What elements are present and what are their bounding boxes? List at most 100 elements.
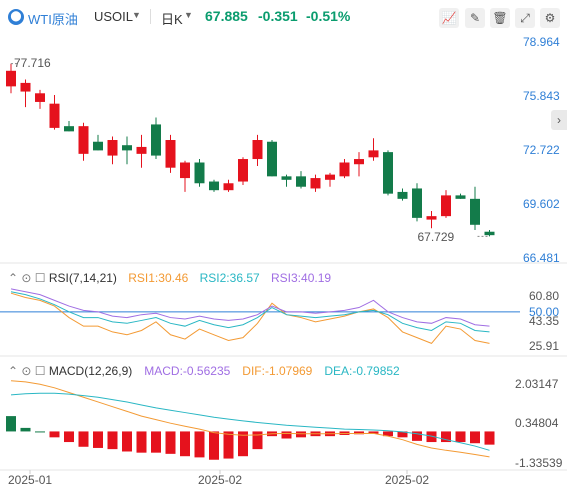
candle-body (397, 191, 408, 199)
candle-body (412, 188, 422, 218)
macd-axis-tick-label: 2.03147 (515, 376, 559, 391)
rsi-title: RSI(7,14,21) (48, 271, 117, 285)
macd-axis-tick-label: -1.33539 (515, 455, 563, 470)
macd-histogram-bar (426, 431, 437, 443)
candle-body (223, 183, 234, 191)
macd-histogram-bar (238, 431, 248, 457)
macd-histogram-bar (64, 431, 74, 443)
candle-body (35, 93, 45, 102)
macd-histogram-bar (484, 431, 495, 445)
symbol-selector[interactable]: USOIL (94, 9, 134, 24)
macd-histogram-bar (441, 431, 451, 443)
header-divider (150, 9, 151, 24)
low-marker-label: 67.729 (417, 230, 455, 245)
chevron-down-icon[interactable]: ▼ (132, 10, 141, 20)
rsi-series-rsi2 (10, 291, 490, 333)
price-axis-tick-label: 78.964 (523, 35, 560, 49)
candle-body (64, 126, 74, 132)
candle-body (339, 162, 350, 177)
macd-legend-item: MACD:-0.56235 (144, 364, 231, 378)
macd-histogram-bar (223, 431, 234, 459)
macd-histogram-bar (6, 416, 16, 432)
oil-logo-icon: ⬤ (8, 9, 24, 25)
collapse-icon[interactable]: ⌃ ⊙ ☐ (8, 364, 49, 378)
rsi-axis-tick-label: 25.91 (529, 339, 560, 354)
candle-body (441, 195, 451, 217)
settings-icon[interactable]: ⚙ (540, 8, 560, 28)
macd-histogram-bar (35, 431, 45, 433)
candle-body (107, 140, 118, 156)
macd-histogram-bar (383, 431, 393, 437)
macd-histogram-bar (281, 431, 292, 439)
macd-series-dif (10, 380, 490, 458)
candle-body (470, 198, 480, 225)
price-axis-tick-label: 69.602 (523, 196, 560, 211)
macd-histogram-bar (136, 431, 147, 453)
macd-histogram-bar (107, 431, 118, 450)
candle-body (20, 82, 31, 92)
candle-body (325, 174, 335, 180)
macd-histogram-bar (412, 431, 422, 441)
rsi-legend-item: RSI1:30.46 (124, 271, 189, 285)
collapse-icon[interactable]: ⌃ ⊙ ☐ (8, 271, 49, 285)
candle-body (194, 162, 205, 184)
candle-body (151, 124, 161, 156)
candle-body (426, 216, 437, 220)
chart-header: ⬤ WTI原油 USOIL ▼ 日K ▼ 67.885 -0.351 -0.51… (0, 0, 567, 34)
expand-icon[interactable]: ⤢ (515, 8, 535, 28)
x-axis-tick-label: 2025-02 (385, 473, 430, 487)
macd-histogram-bar (354, 431, 364, 435)
candle-body (78, 126, 89, 154)
candle-body (165, 140, 176, 168)
macd-histogram-bar (296, 431, 306, 438)
chart-line-icon[interactable]: 📈 (439, 8, 459, 28)
price-axis-tick-label: 75.843 (523, 89, 560, 103)
x-axis-tick-label: 2025-02 (198, 473, 243, 487)
macd-histogram-bar (194, 431, 205, 458)
rsi-axis-tick-label: 43.35 (529, 314, 560, 329)
candle-body (252, 140, 263, 160)
candle-body (383, 152, 393, 194)
rsi-axis-tick-label: 50.00 (529, 304, 560, 319)
instrument-name[interactable]: WTI原油 (28, 12, 78, 27)
candle-body (281, 176, 292, 180)
rsi-series-rsi3 (10, 288, 490, 327)
macd-histogram-bar (209, 431, 219, 460)
candle-body (354, 159, 364, 165)
macd-histogram-bar (180, 431, 190, 457)
price-change-pct: -0.51% (306, 8, 351, 24)
chevron-down-icon[interactable]: ▼ (184, 10, 193, 20)
macd-histogram-bar (49, 431, 60, 438)
trash-icon[interactable]: 🗑 (490, 8, 510, 28)
last-price: 67.885 (205, 8, 248, 24)
candle-body (209, 181, 219, 191)
period-selector[interactable]: 日K (161, 12, 183, 27)
macd-histogram-bar (151, 431, 161, 453)
chevron-right-icon[interactable]: › (551, 110, 567, 130)
candle-body (267, 141, 277, 177)
macd-header: ⌃ ⊙ ☐ MACD(12,26,9) MACD:-0.56235 DIF:-1.0… (8, 364, 400, 378)
macd-series-dea (10, 392, 490, 451)
candle-body (238, 159, 248, 182)
rsi-header: ⌃ ⊙ ☐ RSI(7,14,21) RSI1:30.46 RSI2:36.57… (8, 271, 331, 285)
draw-pen-icon[interactable]: ✎ (465, 8, 485, 28)
macd-histogram-bar (455, 431, 466, 443)
candle-body (180, 162, 190, 179)
rsi-series-rsi1 (10, 292, 490, 344)
price-axis-tick-label: 66.481 (523, 251, 560, 265)
price-axis-tick-label: 72.722 (523, 143, 560, 157)
candle-body (136, 146, 147, 154)
candle-body (122, 145, 132, 151)
rsi-legend-item: RSI3:40.19 (267, 271, 332, 285)
high-marker-label: 77.716 (14, 55, 51, 70)
candle-body (6, 70, 16, 87)
macd-histogram-bar (397, 431, 408, 438)
candle-body (296, 176, 306, 187)
candle-body (455, 195, 466, 199)
candle-body (484, 231, 495, 236)
macd-histogram-bar (470, 431, 480, 444)
rsi-legend-item: RSI2:36.57 (196, 271, 260, 285)
macd-histogram-bar (20, 427, 31, 432)
macd-histogram-bar (122, 431, 132, 452)
